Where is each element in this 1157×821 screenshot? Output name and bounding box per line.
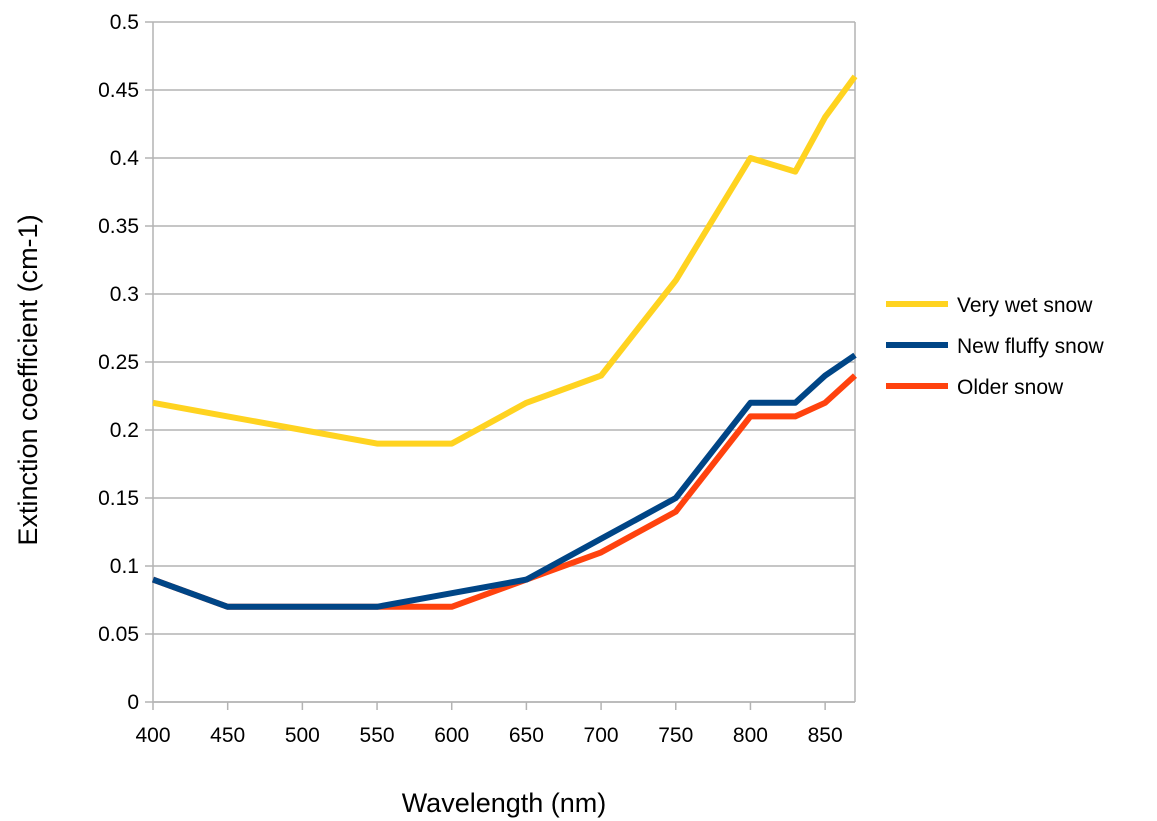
x-tick-label: 400 (135, 724, 170, 747)
y-tick-label: 0 (127, 691, 139, 714)
legend-label: New fluffy snow (957, 335, 1105, 358)
legend: Very wet snow New fluffy snow Older snow (886, 294, 1105, 399)
x-tick-label: 600 (434, 724, 469, 747)
x-tick-label: 800 (733, 724, 768, 747)
y-tick-labels: 0 0.05 0.1 0.15 0.2 0.25 0.3 0.35 0.4 0.45 0.5 (98, 11, 139, 714)
series-line-very-wet-snow (152, 74, 858, 447)
series-lines (151, 74, 858, 610)
y-tick-label: 0.25 (98, 351, 139, 374)
y-tick-label: 0.35 (98, 215, 139, 238)
y-tick-label: 0.5 (110, 11, 139, 34)
x-tick-labels: 400 450 500 550 600 650 700 750 800 850 (135, 724, 842, 747)
y-tick-label: 0.2 (110, 419, 139, 442)
x-tick-label: 500 (285, 724, 320, 747)
y-tick-label: 0.1 (110, 555, 139, 578)
x-axis-title: Wavelength (nm) (402, 788, 607, 818)
series-line-older-snow (151, 373, 858, 610)
x-tick-label: 650 (509, 724, 544, 747)
y-tick-label: 0.05 (98, 623, 139, 646)
y-tick-label: 0.3 (110, 283, 139, 306)
x-tick-label: 700 (584, 724, 619, 747)
y-axis-title: Extinction coefficient (cm-1) (13, 214, 43, 545)
x-tick-label: 450 (210, 724, 245, 747)
y-tick-label: 0.4 (110, 147, 140, 170)
x-tick-label: 750 (658, 724, 693, 747)
y-tick-label: 0.45 (98, 79, 139, 102)
gridlines (153, 21, 855, 703)
axes (145, 21, 856, 710)
legend-label: Older snow (957, 376, 1064, 399)
series-line-new-fluffy-snow (151, 352, 857, 610)
x-tick-label: 550 (360, 724, 395, 747)
y-tick-label: 0.15 (98, 487, 139, 510)
legend-label: Very wet snow (957, 294, 1093, 317)
x-tick-label: 850 (808, 724, 843, 747)
